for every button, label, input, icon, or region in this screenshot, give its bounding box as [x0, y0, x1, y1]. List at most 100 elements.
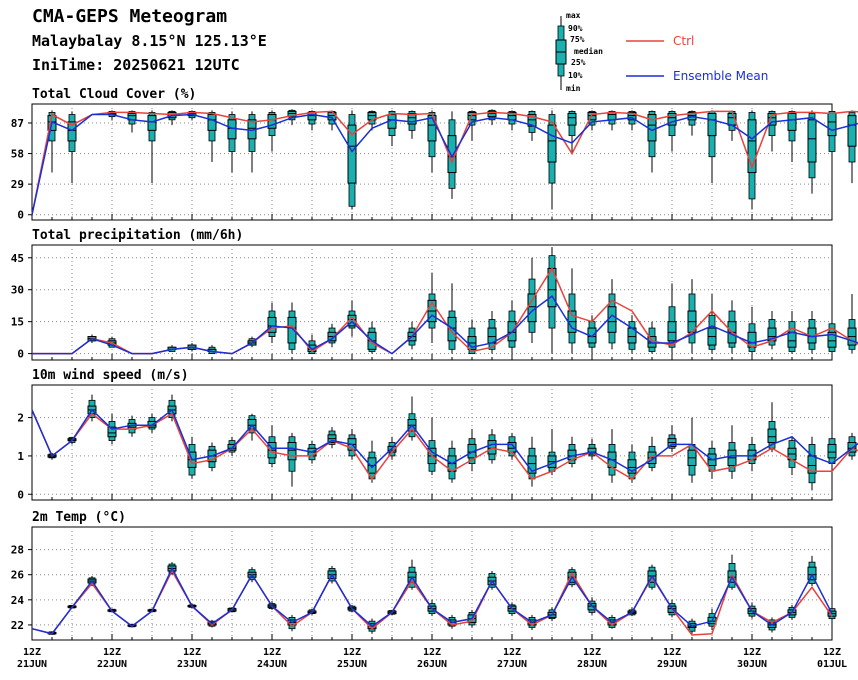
box-38	[787, 436, 797, 476]
y-tick-label: 30	[11, 284, 24, 297]
box-29	[607, 279, 617, 350]
x-tick-hour: 12Z	[343, 647, 361, 658]
box-24	[507, 432, 517, 460]
box-28	[587, 438, 597, 460]
x-tick-date: 27JUN	[497, 659, 527, 670]
legend-label: 10%	[568, 71, 583, 80]
x-tick-date: 25JUN	[337, 659, 367, 670]
box-33	[687, 279, 697, 354]
x-tick-date: 21JUN	[17, 659, 47, 670]
box-16	[347, 110, 357, 210]
box-p25-p75	[787, 331, 797, 348]
x-tick-date: 26JUN	[417, 659, 447, 670]
box-15	[327, 427, 337, 449]
box-30	[627, 315, 637, 354]
box-p25-p75	[827, 331, 837, 348]
box-p25-p75	[527, 114, 537, 127]
x-tick-date: 24JUN	[257, 659, 287, 670]
y-tick-label: 58	[11, 148, 24, 161]
box-15	[327, 110, 337, 131]
box-27	[567, 268, 577, 354]
x-tick-date: 29JUN	[657, 659, 687, 670]
box-27	[567, 110, 577, 152]
box-p25-p75	[287, 442, 297, 461]
box-41	[847, 293, 857, 354]
box-p25-p75	[267, 316, 277, 333]
panel-3: 2m Temp (°C) 22 24 26 28	[11, 510, 837, 641]
panel-title: 10m wind speed (m/s)	[32, 368, 189, 383]
mean-line	[31, 566, 833, 635]
box-p25-p75	[207, 114, 217, 131]
x-tick-hour: 12Z	[503, 647, 521, 658]
panel-1: Total precipitation (mm/6h) 0 15 30 45	[11, 228, 858, 361]
box-p25-p75	[847, 115, 857, 147]
y-tick-label: 28	[11, 544, 24, 557]
box-17	[367, 440, 377, 483]
legend-label: 25%	[571, 58, 586, 67]
box-11	[247, 413, 257, 441]
box-35	[727, 300, 737, 354]
box-31	[647, 110, 657, 173]
box-5	[127, 110, 137, 133]
y-tick-label: 24	[11, 594, 25, 607]
box-39	[807, 436, 817, 491]
box-p25-p75	[587, 447, 597, 455]
box-20	[427, 272, 437, 343]
box-p25-p75	[627, 111, 637, 121]
panel-0: Total Cloud Cover (%) 0 29 58 87	[11, 87, 858, 222]
box-36	[747, 110, 757, 210]
box-p25-p75	[147, 115, 157, 131]
box-2	[67, 111, 77, 184]
box-11	[247, 336, 257, 348]
y-tick-label: 2	[17, 412, 24, 425]
box-9	[207, 110, 217, 162]
box-p25-p75	[147, 420, 157, 428]
box-39	[807, 110, 817, 194]
box-p25-p75	[627, 459, 637, 474]
y-tick-label: 45	[11, 252, 24, 265]
box-22	[467, 429, 477, 472]
box-40	[827, 110, 837, 173]
box-27	[567, 436, 577, 468]
legend-label: min	[566, 83, 581, 93]
box-p25-p75	[807, 119, 817, 163]
x-tick-hour: 12Z	[423, 647, 441, 658]
box-p25-p75	[787, 112, 797, 131]
mean-line	[31, 408, 858, 473]
box-p25-p75	[767, 112, 777, 126]
box-15	[327, 323, 337, 348]
box-29	[607, 429, 617, 483]
box-35	[727, 425, 737, 479]
y-tick-label: 87	[11, 117, 24, 130]
y-tick-label: 26	[11, 569, 25, 582]
y-tick-label: 0	[17, 488, 24, 501]
box-p25-p75	[767, 428, 777, 444]
box-26	[547, 110, 557, 210]
box-13	[287, 432, 297, 487]
legend-label: 75%	[570, 35, 585, 44]
x-tick-date: 23JUN	[177, 659, 207, 670]
box-41	[847, 432, 857, 460]
box-p25-p75	[547, 124, 557, 163]
box-33	[687, 417, 697, 483]
box-20	[427, 417, 437, 476]
legend: max 90% 75% median 25% 10% min Ctrl Ensemble Mea…	[555, 11, 768, 93]
box-20	[427, 110, 437, 173]
box-p25-p75	[607, 306, 617, 333]
y-tick-label: 15	[11, 316, 24, 329]
x-tick-hour: 12Z	[183, 647, 201, 658]
ctrl-line	[31, 409, 858, 481]
legend-label: median	[574, 46, 603, 56]
y-tick-label: 1	[17, 450, 24, 463]
box-30	[627, 444, 637, 483]
box-p25-p75	[267, 114, 277, 129]
x-axis-labels: 12Z21JUN12Z22JUN12Z23JUN12Z24JUN12Z25JUN…	[17, 647, 847, 670]
x-tick-hour: 12Z	[663, 647, 681, 658]
ctrl-line	[31, 110, 858, 215]
mean-line	[32, 295, 858, 355]
box-p25-p75	[527, 293, 537, 323]
box-p25-p75	[67, 121, 77, 142]
x-tick-date: 30JUN	[737, 659, 767, 670]
box-p25-p75	[607, 111, 617, 121]
mean-line	[31, 113, 858, 215]
